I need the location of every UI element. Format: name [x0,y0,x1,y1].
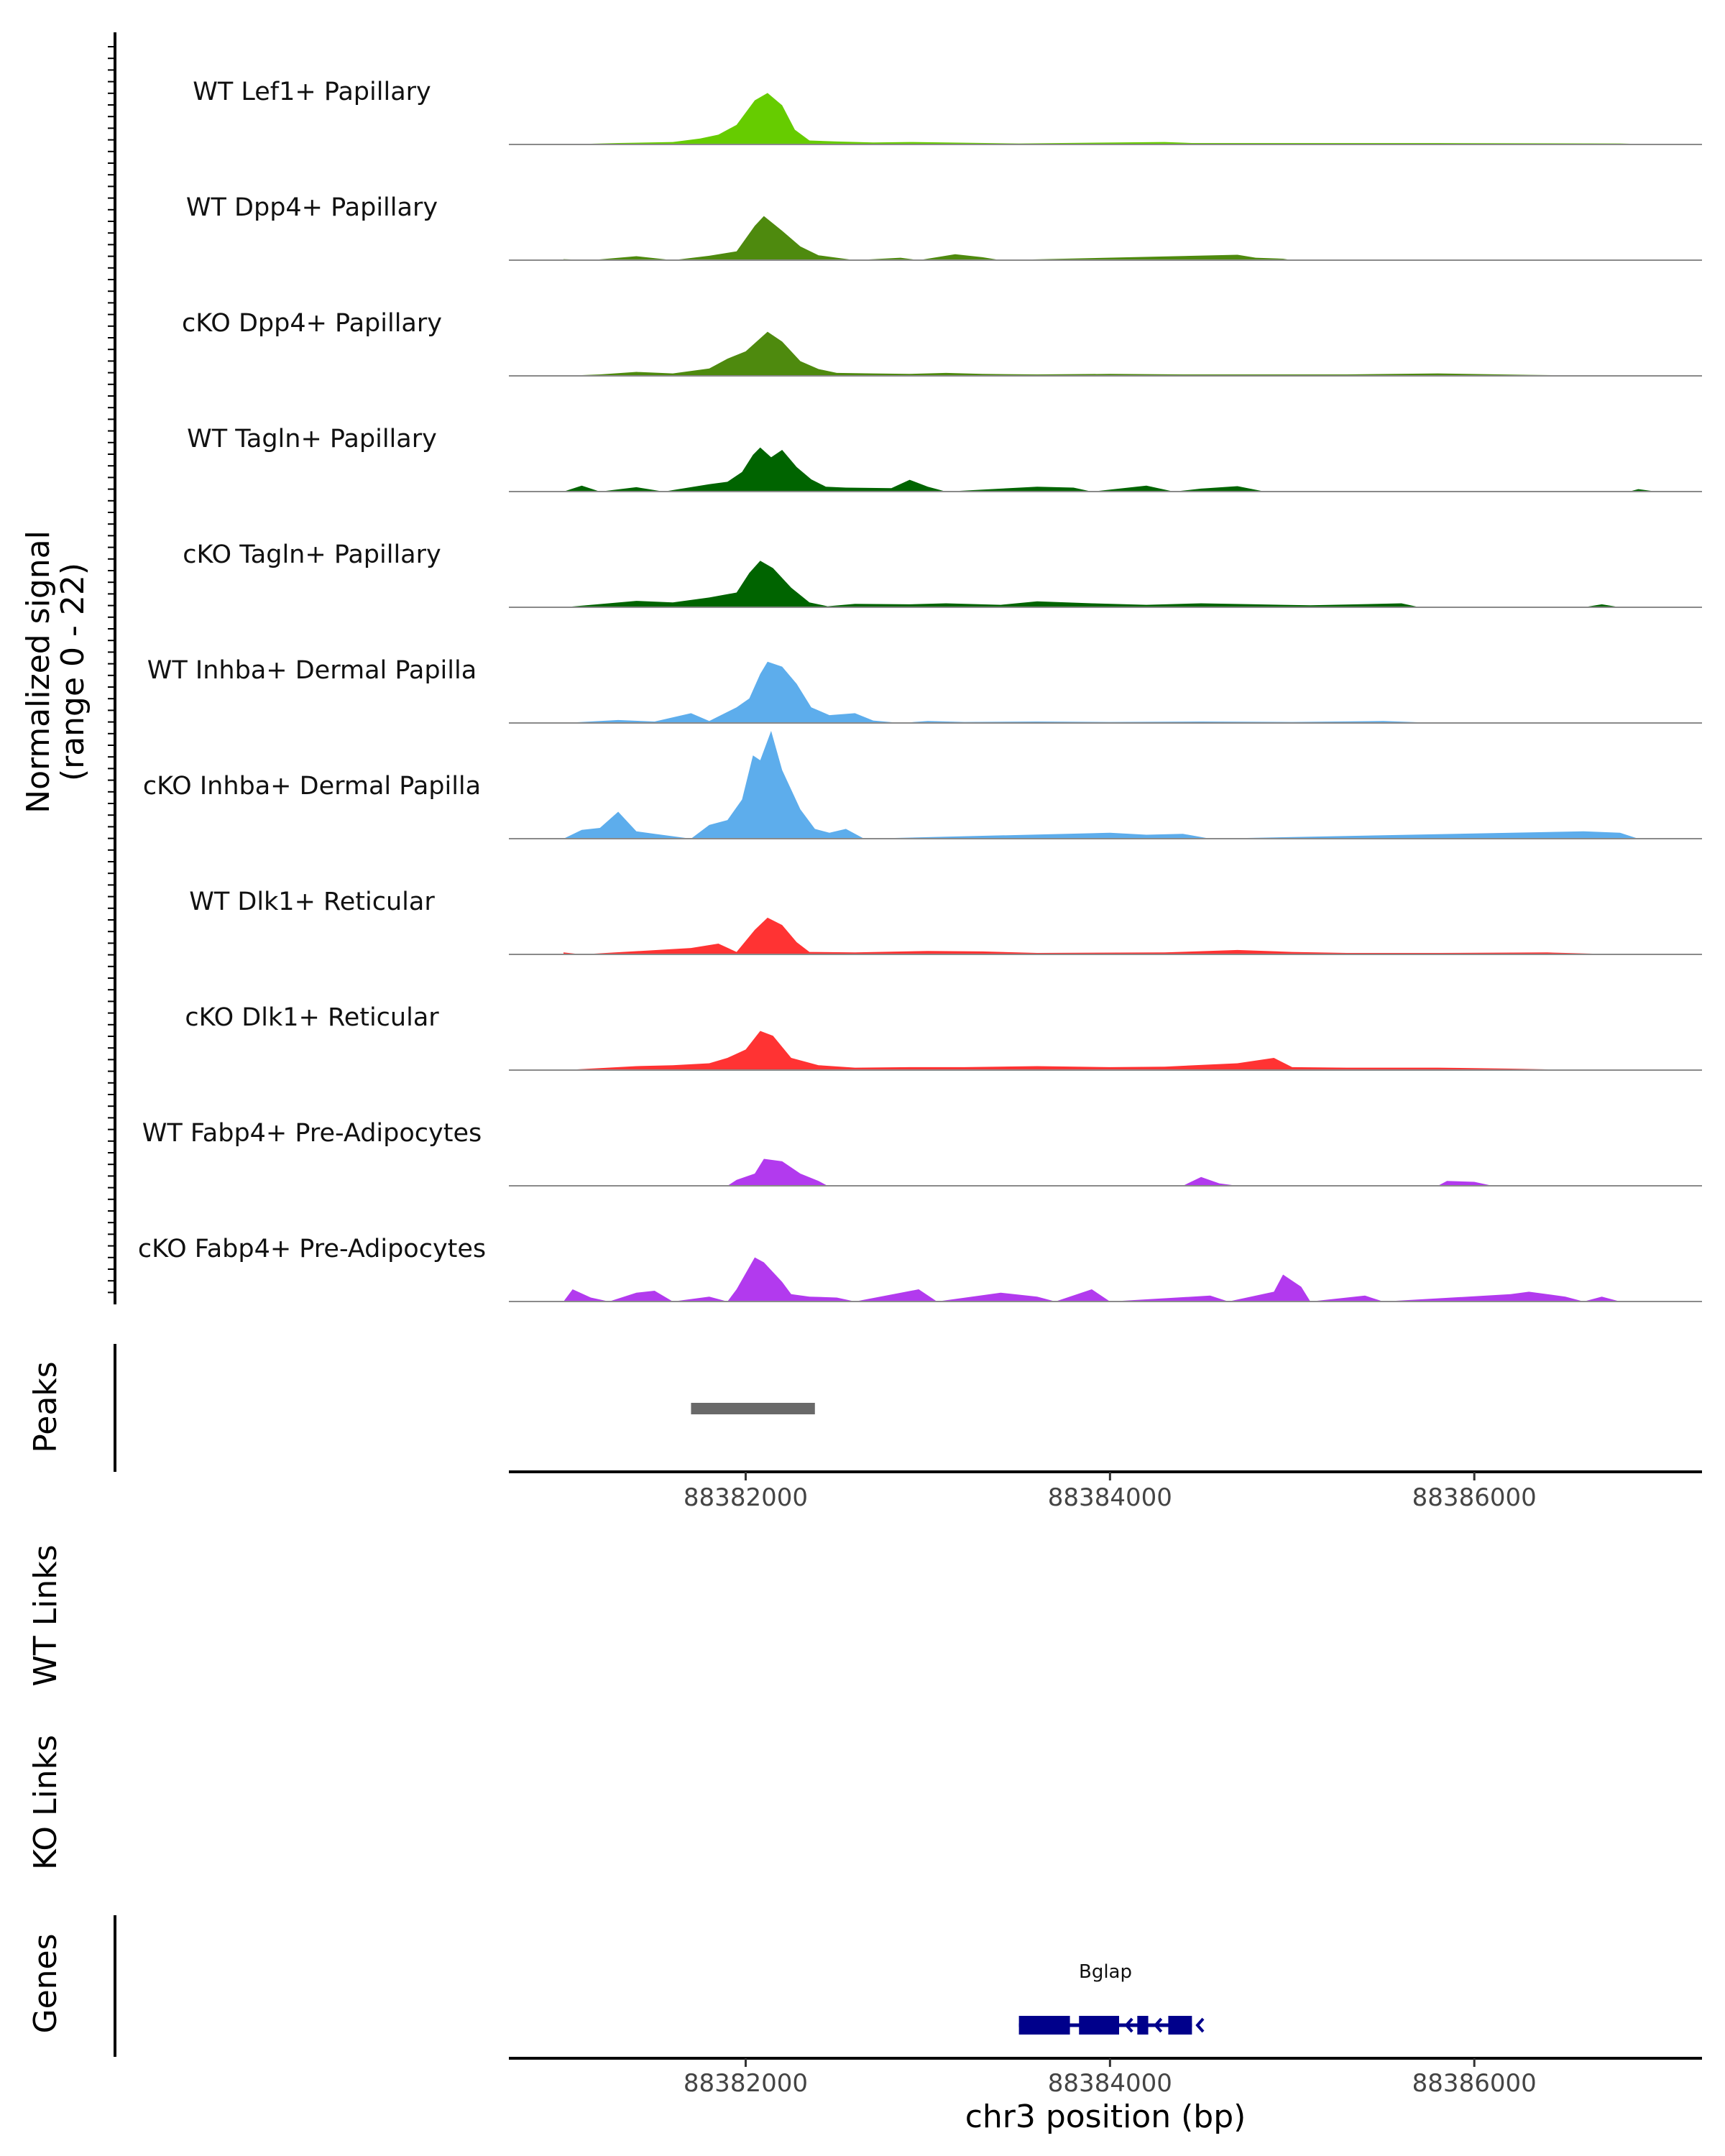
track-cko-tagln-papillary: cKO Tagln+ Papillary [183,540,1702,608]
signal-axis [108,32,116,1304]
track-label: WT Lef1+ Papillary [193,78,431,106]
track-cko-fabp4-pre-adipocytes: cKO Fabp4+ Pre-Adipocytes [138,1235,1702,1302]
track-wt-dlk1-reticular: WT Dlk1+ Reticular [189,888,1702,955]
gene-exon [1137,2016,1149,2035]
signal-area [564,661,1438,723]
ko-links-label: KO Links [27,1735,64,1870]
track-label: cKO Tagln+ Papillary [183,540,441,569]
genes-label: Genes [27,1933,64,2033]
signal-area [727,1158,1493,1186]
track-wt-fabp4-pre-adipocytes: WT Fabp4+ Pre-Adipocytes [142,1119,1702,1187]
track-wt-inhba-dermal-papilla: WT Inhba+ Dermal Papilla [147,656,1702,724]
signal-area [564,917,1620,954]
track-cko-dpp4-papillary: cKO Dpp4+ Papillary [182,309,1702,377]
gene-exon [1018,2016,1070,2035]
x-tick-label: 88382000 [684,1483,808,1512]
gene-name: Bglap [1079,1961,1132,1983]
signal-area [564,1257,1620,1302]
track-cko-inhba-dermal-papilla: cKO Inhba+ Dermal Papilla [143,731,1702,839]
signal-tracks: WT Lef1+ Papillary WT Dpp4+ Papillary cKO … [138,78,1702,1302]
x-axis-bottom-ticks: 88382000 88384000 88386000 [684,2058,1537,2098]
signal-area [564,561,1620,607]
signal-axis-label-line2: (range 0 - 22) [55,563,91,781]
track-wt-tagln-papillary: WT Tagln+ Papillary [187,425,1702,492]
signal-area [564,447,1657,492]
signal-area [564,1031,1584,1070]
signal-axis-label-line1: Normalized signal [20,530,57,814]
peaks-label: Peaks [27,1361,64,1452]
track-label: WT Dlk1+ Reticular [189,888,435,916]
wt-links-label: WT Links [27,1544,64,1686]
gene-bglap: Bglap [1018,1961,1205,2035]
track-wt-dpp4-papillary: WT Dpp4+ Papillary [186,193,1702,261]
track-label: WT Fabp4+ Pre-Adipocytes [142,1119,482,1148]
strand-arrow [1154,2017,1163,2033]
gene-exon [1079,2016,1120,2035]
track-label: WT Inhba+ Dermal Papilla [147,656,477,685]
track-label: cKO Fabp4+ Pre-Adipocytes [138,1235,486,1263]
x-axis-top-ticks: 88382000 88384000 88386000 [684,1472,1537,1512]
signal-area [564,93,1657,144]
x-tick-label: 88384000 [1048,1483,1172,1512]
track-label: WT Tagln+ Papillary [187,425,437,453]
track-cko-dlk1-reticular: cKO Dlk1+ Reticular [185,1003,1702,1071]
peak-region [691,1403,815,1414]
x-tick-label: 88384000 [1048,2069,1172,2098]
track-label: cKO Dpp4+ Papillary [182,309,442,338]
genes-track: Bglap [1018,1961,1205,2035]
strand-arrow [1124,2017,1133,2033]
x-tick-label: 88386000 [1412,1483,1537,1512]
gene-exon [1168,2016,1192,2035]
signal-area [564,216,1292,260]
strand-arrow [1195,2017,1205,2033]
signal-area [564,331,1602,376]
track-label: cKO Dlk1+ Reticular [185,1003,439,1032]
track-wt-lef1-papillary: WT Lef1+ Papillary [193,78,1702,145]
x-tick-label: 88386000 [1412,2069,1537,2098]
signal-area [564,731,1639,839]
x-tick-label: 88382000 [684,2069,808,2098]
x-axis-title: chr3 position (bp) [965,2099,1246,2135]
track-label: WT Dpp4+ Papillary [186,193,438,222]
track-label: cKO Inhba+ Dermal Papilla [143,772,481,801]
peaks-track [691,1403,815,1414]
